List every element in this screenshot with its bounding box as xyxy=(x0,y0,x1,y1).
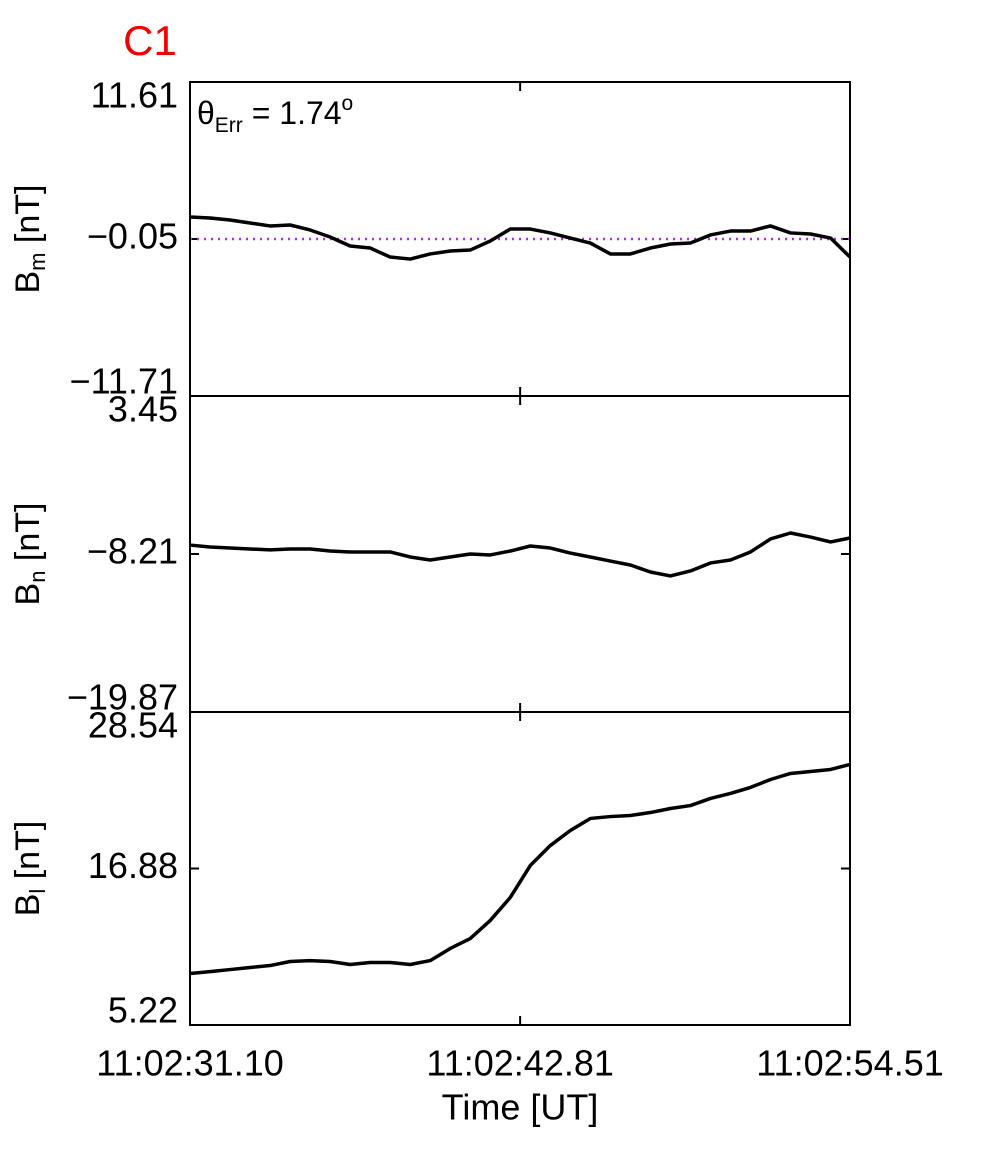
y-label-subscript: l xyxy=(25,889,50,894)
annotation: θErr = 1.74o xyxy=(197,92,353,137)
y-tick-label: 3.45 xyxy=(108,389,178,430)
y-tick-label: 28.54 xyxy=(88,705,178,746)
y-tick-label: 11.61 xyxy=(91,75,178,116)
data-line xyxy=(189,531,851,578)
y-tick-label: 5.22 xyxy=(108,990,178,1031)
y-label-symbol: B xyxy=(9,271,47,294)
chart-title: C1 xyxy=(123,17,177,64)
y-label-symbol: B xyxy=(9,894,47,917)
y-tick-label: −11.71 xyxy=(70,361,178,402)
x-axis-label: Time [UT] xyxy=(442,1087,599,1128)
x-tick-label: 11:02:31.10 xyxy=(96,1043,284,1084)
y-tick-label: −19.87 xyxy=(67,677,178,718)
y-axis-label: Bn [nT] xyxy=(9,503,50,606)
annotation-text: = 1.74 xyxy=(243,95,342,131)
annotation-symbol: θ xyxy=(197,95,215,131)
plot-frame xyxy=(189,711,851,1026)
annotation-superscript: o xyxy=(342,92,354,115)
y-label-symbol: B xyxy=(9,583,47,606)
annotation-subscript: Err xyxy=(215,114,243,137)
x-tick-label: 11:02:54.51 xyxy=(756,1043,944,1084)
y-tick-label: −0.05 xyxy=(87,216,178,257)
x-tick-label: 11:02:42.81 xyxy=(426,1043,614,1084)
y-label-subscript: n xyxy=(25,571,50,583)
y-tick-label: −8.21 xyxy=(87,531,178,572)
y-tick-label: 16.88 xyxy=(88,845,178,886)
y-label-unit: [nT] xyxy=(9,821,47,889)
y-axis-label: Bl [nT] xyxy=(9,821,50,917)
y-axis-label: Bm [nT] xyxy=(9,184,50,293)
y-label-unit: [nT] xyxy=(9,503,47,571)
y-label-subscript: m xyxy=(25,253,50,271)
data-line xyxy=(189,762,851,976)
data-line xyxy=(189,215,852,261)
y-label-unit: [nT] xyxy=(9,184,47,252)
